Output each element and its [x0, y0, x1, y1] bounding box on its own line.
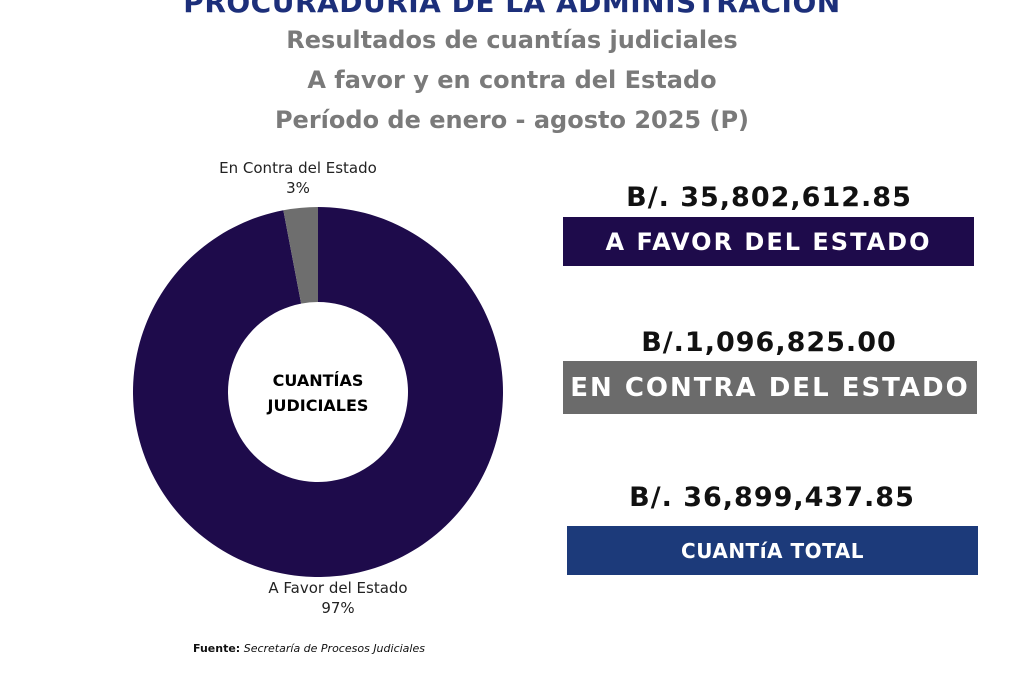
source: Fuente: Secretaría de Procesos Judiciale…	[193, 642, 425, 655]
slice-label: En Contra del Estado	[219, 159, 377, 177]
card-label: EN CONTRA DEL ESTADO	[563, 361, 977, 414]
source-text: Secretaría de Procesos Judiciales	[243, 642, 425, 655]
amount: B/. 36,899,437.85	[629, 482, 915, 513]
card-label: A FAVOR DEL ESTADO	[563, 217, 974, 266]
value-label: 97%	[321, 599, 354, 617]
subtitle: A favor y en contra del Estado	[307, 66, 717, 94]
donut-chart: A Favor del Estado 97% En Contra del Estad…	[132, 159, 504, 617]
card-label: CUANTíA TOTAL	[567, 526, 978, 575]
amount: B/. 35,802,612.85	[626, 182, 912, 213]
subtitle: Resultados de cuantías judiciales	[286, 26, 738, 54]
source-label: Fuente:	[193, 642, 241, 655]
slice	[283, 207, 318, 304]
slice-label: A Favor del Estado	[268, 579, 407, 597]
subtitle: Período de enero - agosto 2025 (P)	[274, 106, 750, 134]
center-label: CUANTÍAS JUDICIALES	[267, 371, 369, 415]
amount: B/.1,096,825.00	[641, 327, 897, 358]
title: PROCURADURÍA DE LA ADMINISTRACIÓN	[183, 0, 841, 19]
slice	[132, 207, 504, 577]
value-label: 3%	[286, 179, 310, 197]
